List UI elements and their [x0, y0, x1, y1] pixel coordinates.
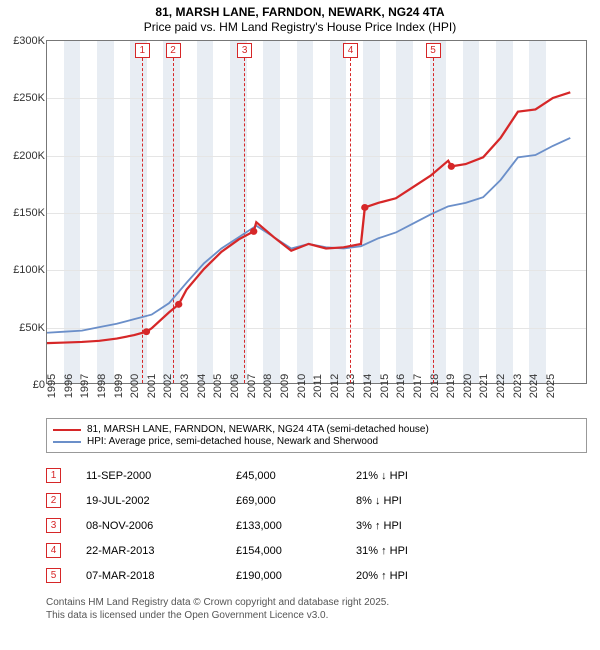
legend: 81, MARSH LANE, FARNDON, NEWARK, NG24 4T… [46, 418, 587, 453]
hpi-series-line [47, 138, 570, 333]
footer-line-1: Contains HM Land Registry data © Crown c… [46, 596, 592, 609]
y-tick-label: £300K [13, 35, 47, 47]
sale-point [361, 204, 368, 211]
table-row: 3 08-NOV-2006£133,0003% ↑ HPI [46, 513, 587, 538]
sale-point [175, 301, 182, 308]
down-arrow-icon: ↓ [375, 495, 381, 507]
up-arrow-icon: ↑ [375, 520, 381, 532]
property-series-line [47, 92, 570, 343]
table-row: 2 19-JUL-2002£69,0008% ↓ HPI [46, 488, 587, 513]
cell-date: 11-SEP-2000 [86, 470, 236, 482]
plot-region: £0£50K£100K£150K£200K£250K£300K12345 [46, 40, 587, 384]
sale-marker-box: 3 [237, 43, 252, 58]
cell-marker: 3 [46, 518, 86, 533]
sale-marker-box: 2 [46, 493, 61, 508]
cell-date: 08-NOV-2006 [86, 520, 236, 532]
table-row: 5 07-MAR-2018£190,00020% ↑ HPI [46, 563, 587, 588]
legend-item: HPI: Average price, semi-detached house,… [53, 436, 580, 447]
cell-diff: 8% ↓ HPI [356, 495, 587, 507]
y-tick-label: £0 [33, 379, 47, 391]
cell-price: £190,000 [236, 570, 356, 582]
cell-marker: 2 [46, 493, 86, 508]
cell-marker: 5 [46, 568, 86, 583]
sale-marker-box: 5 [46, 568, 61, 583]
y-tick-label: £100K [13, 264, 47, 276]
legend-label: HPI: Average price, semi-detached house,… [87, 436, 378, 447]
legend-label: 81, MARSH LANE, FARNDON, NEWARK, NG24 4T… [87, 424, 429, 435]
table-row: 1 11-SEP-2000£45,00021% ↓ HPI [46, 463, 587, 488]
cell-marker: 1 [46, 468, 86, 483]
transaction-table: 1 11-SEP-2000£45,00021% ↓ HPI 2 19-JUL-2002… [46, 463, 587, 588]
sale-point [250, 228, 257, 235]
footer: Contains HM Land Registry data © Crown c… [46, 596, 592, 622]
cell-diff: 20% ↑ HPI [356, 570, 587, 582]
sale-point [448, 163, 455, 170]
sale-marker-box: 3 [46, 518, 61, 533]
legend-swatch [53, 441, 81, 443]
chart-area: £0£50K£100K£150K£200K£250K£300K12345 199… [46, 40, 587, 410]
cell-price: £45,000 [236, 470, 356, 482]
line-layer [47, 41, 586, 383]
up-arrow-icon: ↑ [381, 570, 387, 582]
cell-price: £154,000 [236, 545, 356, 557]
chart-container: 81, MARSH LANE, FARNDON, NEWARK, NG24 4T… [0, 0, 600, 650]
sale-marker-box: 4 [343, 43, 358, 58]
cell-diff: 21% ↓ HPI [356, 470, 587, 482]
sale-marker-box: 5 [426, 43, 441, 58]
sale-marker-box: 1 [135, 43, 150, 58]
sale-marker-box: 1 [46, 468, 61, 483]
y-tick-label: £250K [13, 92, 47, 104]
legend-swatch [53, 429, 81, 431]
y-tick-label: £50K [19, 322, 47, 334]
cell-price: £69,000 [236, 495, 356, 507]
legend-item: 81, MARSH LANE, FARNDON, NEWARK, NG24 4T… [53, 424, 580, 435]
sale-marker-box: 2 [166, 43, 181, 58]
up-arrow-icon: ↑ [381, 545, 387, 557]
cell-price: £133,000 [236, 520, 356, 532]
cell-diff: 31% ↑ HPI [356, 545, 587, 557]
footer-line-2: This data is licensed under the Open Gov… [46, 609, 592, 622]
x-axis: 1995199619971998199920002001200220032004… [46, 384, 587, 410]
cell-date: 07-MAR-2018 [86, 570, 236, 582]
cell-date: 19-JUL-2002 [86, 495, 236, 507]
chart-title: 81, MARSH LANE, FARNDON, NEWARK, NG24 4T… [8, 5, 592, 19]
sale-marker-box: 4 [46, 543, 61, 558]
cell-marker: 4 [46, 543, 86, 558]
y-tick-label: £150K [13, 207, 47, 219]
cell-diff: 3% ↑ HPI [356, 520, 587, 532]
chart-subtitle: Price paid vs. HM Land Registry's House … [8, 20, 592, 34]
y-tick-label: £200K [13, 150, 47, 162]
down-arrow-icon: ↓ [381, 470, 387, 482]
cell-date: 22-MAR-2013 [86, 545, 236, 557]
table-row: 4 22-MAR-2013£154,00031% ↑ HPI [46, 538, 587, 563]
sale-point [143, 328, 150, 335]
